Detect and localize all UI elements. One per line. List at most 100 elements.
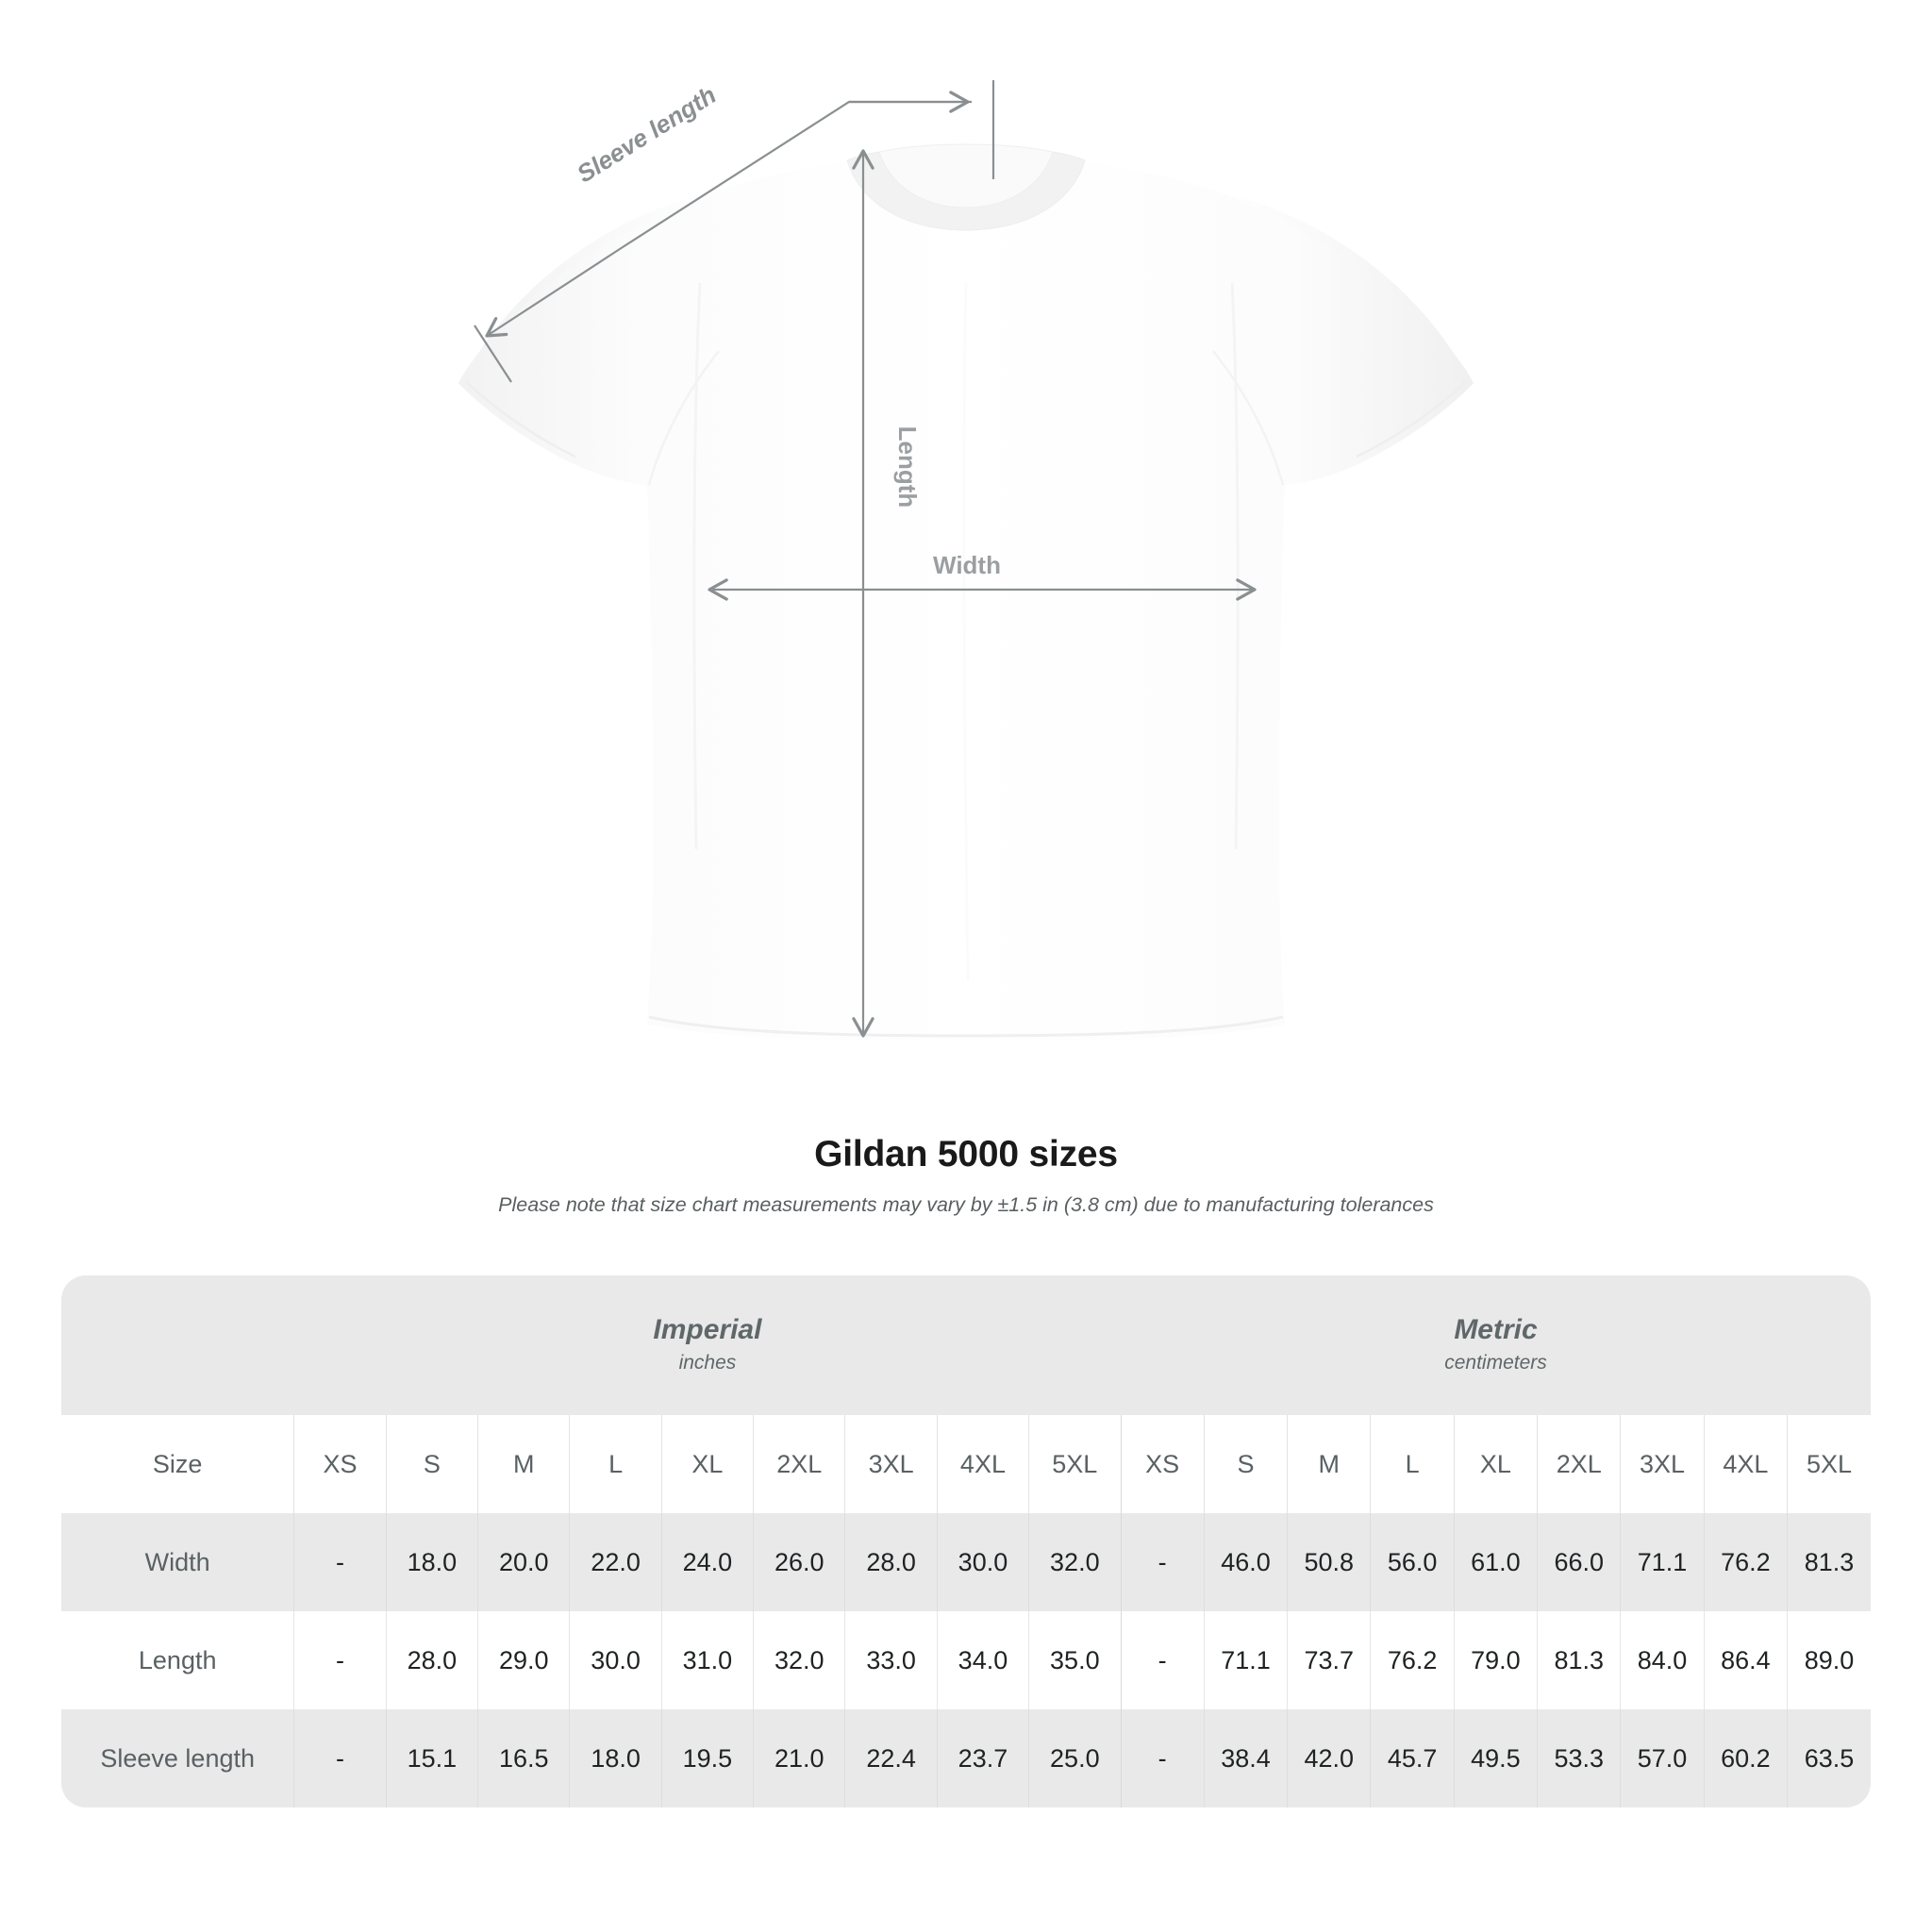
cell-sleeve-metric-3xl: 57.0: [1620, 1709, 1705, 1807]
size-header-imperial-4xl: 4XL: [936, 1415, 1029, 1513]
cell-sleeve-imperial-l: 18.0: [569, 1709, 662, 1807]
unit-group-row: Imperial inches Metric centimeters: [61, 1275, 1871, 1415]
size-header-row: Size XS S M L XL 2XL 3XL 4XL 5XL XS S M …: [61, 1415, 1871, 1513]
cell-length-metric-3xl: 84.0: [1620, 1611, 1705, 1709]
fold-crease-center: [962, 282, 970, 982]
unit-group-metric-sub: centimeters: [1444, 1352, 1547, 1374]
tolerance-note: Please note that size chart measurements…: [498, 1193, 1434, 1216]
size-header-imperial-m: M: [477, 1415, 570, 1513]
unit-row-spacer: [61, 1275, 294, 1415]
size-header-metric-2xl: 2XL: [1537, 1415, 1621, 1513]
cell-length-imperial-4xl: 34.0: [936, 1611, 1029, 1709]
size-header-label: Size: [61, 1415, 294, 1513]
size-header-imperial-5xl: 5XL: [1028, 1415, 1121, 1513]
row-label-sleeve-length: Sleeve length: [61, 1709, 294, 1807]
cell-length-imperial-xl: 31.0: [660, 1611, 754, 1709]
row-label-width: Width: [61, 1513, 294, 1611]
cell-width-metric-xl: 61.0: [1453, 1513, 1538, 1611]
size-header-imperial-l: L: [569, 1415, 662, 1513]
sleeve-length-label: Sleeve length: [572, 80, 721, 188]
cell-length-metric-xs: -: [1120, 1611, 1205, 1709]
left-sleeve-hem: [465, 380, 576, 458]
cell-width-imperial-xs: -: [293, 1513, 387, 1611]
cell-width-imperial-m: 20.0: [477, 1513, 570, 1611]
size-header-imperial-2xl: 2XL: [753, 1415, 845, 1513]
cell-sleeve-metric-4xl: 60.2: [1703, 1709, 1788, 1807]
size-header-imperial-3xl: 3XL: [844, 1415, 938, 1513]
cell-length-imperial-s: 28.0: [385, 1611, 478, 1709]
cell-width-imperial-l: 22.0: [569, 1513, 662, 1611]
cell-sleeve-metric-xs: -: [1120, 1709, 1205, 1807]
cell-length-metric-5xl: 89.0: [1787, 1611, 1871, 1709]
cell-width-imperial-s: 18.0: [385, 1513, 478, 1611]
measurement-annotations: [474, 80, 1257, 1038]
size-header-metric-3xl: 3XL: [1620, 1415, 1705, 1513]
length-label: Length: [893, 426, 922, 508]
cell-length-imperial-3xl: 33.0: [844, 1611, 938, 1709]
size-header-imperial-xl: XL: [660, 1415, 754, 1513]
cell-length-metric-m: 73.7: [1287, 1611, 1371, 1709]
cell-sleeve-imperial-2xl: 21.0: [753, 1709, 845, 1807]
cell-width-metric-xs: -: [1120, 1513, 1205, 1611]
bottom-hem: [648, 1015, 1284, 1038]
cell-sleeve-metric-5xl: 63.5: [1787, 1709, 1871, 1807]
cell-length-imperial-2xl: 32.0: [753, 1611, 845, 1709]
cell-sleeve-metric-l: 45.7: [1370, 1709, 1455, 1807]
cell-length-metric-2xl: 81.3: [1537, 1611, 1621, 1709]
collar-inner-shadow: [878, 143, 1054, 208]
unit-group-metric-name: Metric: [1454, 1314, 1538, 1345]
cell-sleeve-imperial-3xl: 22.4: [844, 1709, 938, 1807]
title-block: Gildan 5000 sizes Please note that size …: [0, 1132, 1932, 1221]
right-armhole-seam: [1212, 350, 1285, 486]
cell-length-imperial-m: 29.0: [477, 1611, 570, 1709]
size-header-metric-4xl: 4XL: [1703, 1415, 1788, 1513]
cell-width-imperial-2xl: 26.0: [753, 1513, 845, 1611]
size-header-metric-5xl: 5XL: [1787, 1415, 1871, 1513]
unit-group-imperial-sub: inches: [678, 1352, 737, 1374]
size-header-metric-xl: XL: [1453, 1415, 1538, 1513]
cell-length-imperial-l: 30.0: [569, 1611, 662, 1709]
cell-length-imperial-5xl: 35.0: [1028, 1611, 1121, 1709]
cell-sleeve-imperial-xs: -: [293, 1709, 387, 1807]
cell-sleeve-imperial-s: 15.1: [385, 1709, 478, 1807]
fold-line-right: [1230, 282, 1240, 850]
cell-width-metric-3xl: 71.1: [1620, 1513, 1705, 1611]
cell-width-metric-m: 50.8: [1287, 1513, 1371, 1611]
cell-width-metric-l: 56.0: [1370, 1513, 1455, 1611]
cell-sleeve-imperial-xl: 19.5: [660, 1709, 754, 1807]
row-label-length: Length: [61, 1611, 294, 1709]
cell-width-metric-s: 46.0: [1203, 1513, 1288, 1611]
cell-sleeve-metric-2xl: 53.3: [1537, 1709, 1621, 1807]
size-header-metric-s: S: [1203, 1415, 1288, 1513]
cell-length-metric-xl: 79.0: [1453, 1611, 1538, 1709]
cell-width-imperial-3xl: 28.0: [844, 1513, 938, 1611]
cell-sleeve-imperial-4xl: 23.7: [936, 1709, 1029, 1807]
size-header-metric-l: L: [1370, 1415, 1455, 1513]
table-row: Length - 28.0 29.0 30.0 31.0 32.0 33.0 3…: [61, 1611, 1871, 1709]
size-header-metric-xs: XS: [1120, 1415, 1205, 1513]
cell-length-metric-4xl: 86.4: [1703, 1611, 1788, 1709]
fold-line-left: [692, 282, 702, 850]
cell-length-imperial-xs: -: [293, 1611, 387, 1709]
cell-sleeve-metric-m: 42.0: [1287, 1709, 1371, 1807]
table-row: Width - 18.0 20.0 22.0 24.0 26.0 28.0 30…: [61, 1513, 1871, 1611]
width-label: Width: [933, 551, 1001, 579]
size-table-container: Imperial inches Metric centimeters Size …: [61, 1275, 1871, 1807]
left-armhole-seam: [647, 350, 720, 486]
size-table: Imperial inches Metric centimeters Size …: [61, 1275, 1871, 1807]
tshirt-body: [458, 162, 1474, 1041]
unit-group-imperial: Imperial inches: [293, 1275, 1121, 1415]
tshirt-garment: [458, 143, 1474, 1041]
unit-group-imperial-name: Imperial: [653, 1314, 762, 1345]
cell-width-imperial-5xl: 32.0: [1028, 1513, 1121, 1611]
cell-width-imperial-4xl: 30.0: [936, 1513, 1029, 1611]
table-row: Sleeve length - 15.1 16.5 18.0 19.5 21.0…: [61, 1709, 1871, 1807]
cell-sleeve-imperial-5xl: 25.0: [1028, 1709, 1121, 1807]
cell-sleeve-metric-xl: 49.5: [1453, 1709, 1538, 1807]
cell-width-metric-4xl: 76.2: [1703, 1513, 1788, 1611]
size-header-imperial-s: S: [385, 1415, 478, 1513]
cell-width-imperial-xl: 24.0: [660, 1513, 754, 1611]
cell-sleeve-imperial-m: 16.5: [477, 1709, 570, 1807]
cell-length-metric-l: 76.2: [1370, 1611, 1455, 1709]
